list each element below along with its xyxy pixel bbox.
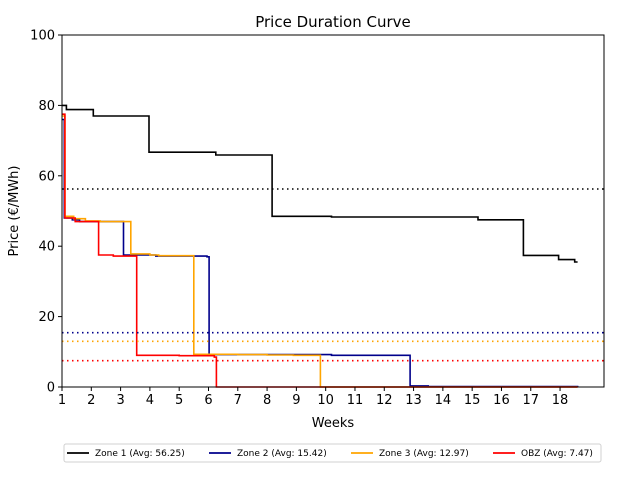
x-tick-label: 13 <box>405 393 422 408</box>
legend-frame <box>63 443 602 463</box>
y-tick-label: 100 <box>30 29 55 44</box>
x-tick-label: 14 <box>435 393 452 408</box>
y-tick-label: 40 <box>38 240 55 255</box>
x-tick-label: 2 <box>87 393 95 408</box>
chart-title: Price Duration Curve <box>255 13 411 31</box>
x-axis-ticks: 1 2 3 4 5 6 7 8 9 10 11 12 13 14 15 16 17 18 <box>58 387 568 408</box>
y-axis-ticks: 0 20 40 60 80 100 <box>30 29 62 396</box>
x-tick-label: 16 <box>493 393 510 408</box>
x-tick-label: 12 <box>376 393 393 408</box>
x-tick-label: 10 <box>317 393 334 408</box>
y-tick-label: 60 <box>38 169 55 184</box>
plot-area-lines <box>62 104 579 388</box>
series-line-3 <box>62 113 578 388</box>
average-lines <box>62 188 604 362</box>
x-tick-label: 3 <box>116 393 124 408</box>
x-tick-label: 18 <box>552 393 569 408</box>
legend-label-2: Zone 3 (Avg: 12.97) <box>379 449 469 459</box>
x-tick-label: 6 <box>204 393 212 408</box>
x-tick-label: 11 <box>347 393 364 408</box>
y-tick-label: 0 <box>47 381 55 396</box>
series-line-0 <box>62 104 578 263</box>
x-tick-label: 8 <box>263 393 271 408</box>
series-line-1 <box>62 118 579 388</box>
x-tick-label: 5 <box>175 393 183 408</box>
legend-label-0: Zone 1 (Avg: 56.25) <box>95 449 185 459</box>
y-axis-label: Price (€/MWh) <box>7 166 22 257</box>
legend-label-3: OBZ (Avg: 7.47) <box>521 449 593 459</box>
plot-frame <box>61 34 605 388</box>
x-tick-label: 1 <box>58 393 66 408</box>
x-tick-label: 9 <box>292 393 300 408</box>
series-line-2 <box>62 115 578 388</box>
y-tick-label: 20 <box>38 310 55 325</box>
legend: Zone 1 (Avg: 56.25) Zone 2 (Avg: 15.42) Zo… <box>63 443 602 463</box>
x-tick-label: 15 <box>464 393 481 408</box>
legend-label-1: Zone 2 (Avg: 15.42) <box>237 449 327 459</box>
x-tick-label: 17 <box>522 393 539 408</box>
x-axis-label: Weeks <box>312 416 355 431</box>
x-tick-label: 7 <box>234 393 242 408</box>
y-tick-label: 80 <box>38 99 55 114</box>
x-tick-label: 4 <box>146 393 154 408</box>
